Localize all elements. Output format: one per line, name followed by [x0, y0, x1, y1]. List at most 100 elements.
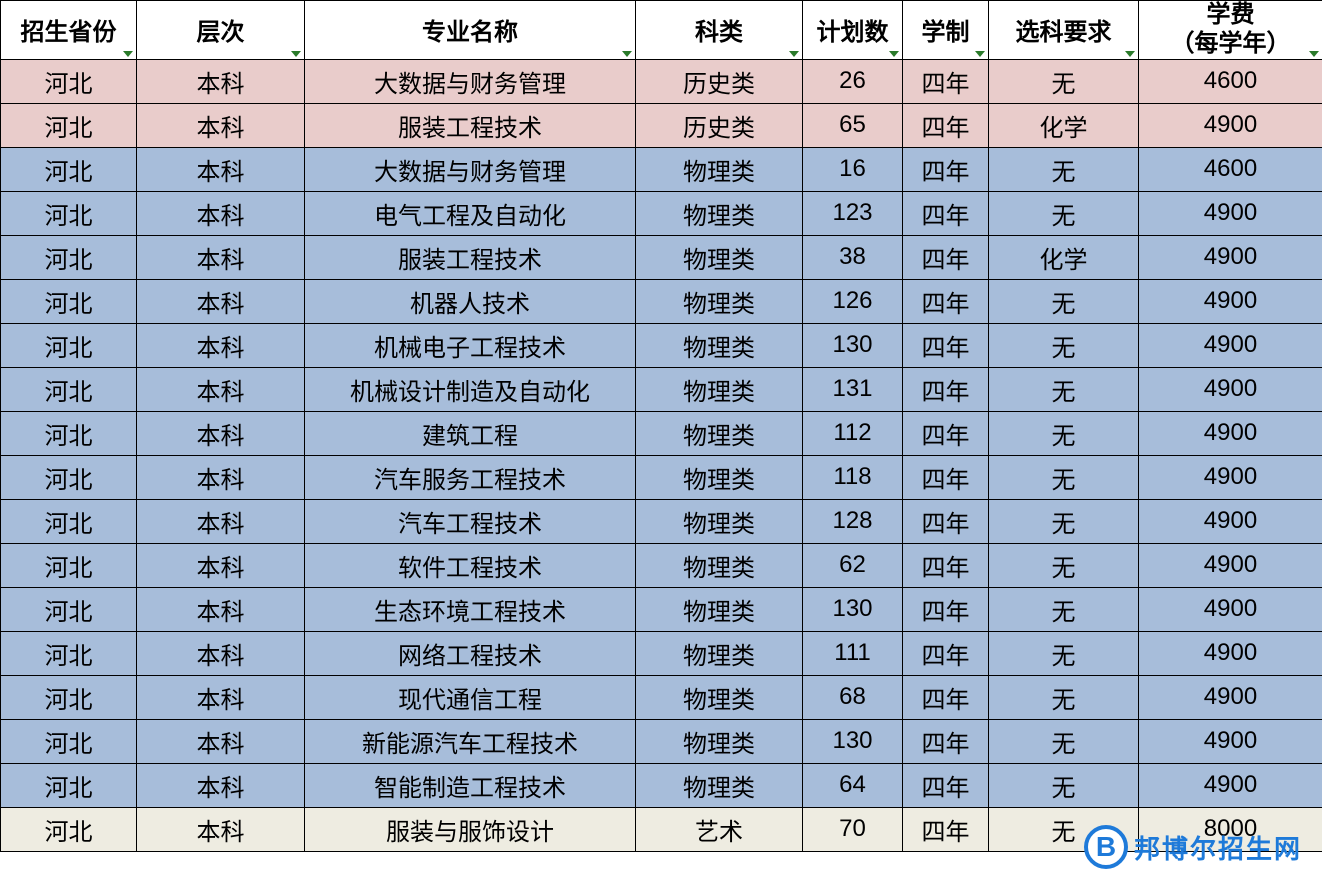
- header-duration[interactable]: 学制: [903, 1, 989, 60]
- cell-level: 本科: [137, 103, 305, 147]
- cell-category: 物理类: [636, 323, 803, 367]
- cell-tuition: 4900: [1139, 455, 1322, 499]
- cell-duration: 四年: [903, 763, 989, 807]
- filter-dropdown-icon[interactable]: [975, 51, 985, 57]
- filter-dropdown-icon[interactable]: [1125, 51, 1135, 57]
- cell-plan: 123: [803, 191, 903, 235]
- cell-province: 河北: [1, 675, 137, 719]
- cell-duration: 四年: [903, 675, 989, 719]
- cell-level: 本科: [137, 719, 305, 763]
- header-province[interactable]: 招生省份: [1, 1, 137, 60]
- cell-category: 物理类: [636, 631, 803, 675]
- cell-category: 物理类: [636, 367, 803, 411]
- cell-tuition: 4900: [1139, 323, 1322, 367]
- cell-tuition: 4900: [1139, 235, 1322, 279]
- cell-tuition: 4900: [1139, 103, 1322, 147]
- cell-level: 本科: [137, 631, 305, 675]
- header-major[interactable]: 专业名称: [305, 1, 636, 60]
- header-label: 科类: [695, 19, 743, 46]
- cell-major: 大数据与财务管理: [305, 59, 636, 103]
- header-label-line: （每学年）: [1139, 30, 1322, 59]
- table-row: 河北本科服装工程技术历史类65四年化学4900: [1, 103, 1322, 147]
- table-row: 河北本科智能制造工程技术物理类64四年无4900: [1, 763, 1322, 807]
- cell-tuition: 4900: [1139, 191, 1322, 235]
- cell-category: 历史类: [636, 103, 803, 147]
- cell-level: 本科: [137, 279, 305, 323]
- cell-plan: 62: [803, 543, 903, 587]
- cell-tuition: 4600: [1139, 147, 1322, 191]
- cell-duration: 四年: [903, 587, 989, 631]
- cell-plan: 130: [803, 719, 903, 763]
- cell-major: 汽车服务工程技术: [305, 455, 636, 499]
- cell-duration: 四年: [903, 411, 989, 455]
- header-tuition[interactable]: 学费（每学年）: [1139, 1, 1322, 60]
- cell-province: 河北: [1, 719, 137, 763]
- filter-dropdown-icon[interactable]: [889, 51, 899, 57]
- cell-category: 物理类: [636, 235, 803, 279]
- table-row: 河北本科机械电子工程技术物理类130四年无4900: [1, 323, 1322, 367]
- cell-major: 机械电子工程技术: [305, 323, 636, 367]
- watermark: B 邦博尔招生网: [1084, 825, 1302, 869]
- cell-plan: 128: [803, 499, 903, 543]
- cell-plan: 64: [803, 763, 903, 807]
- cell-category: 物理类: [636, 675, 803, 719]
- cell-plan: 70: [803, 807, 903, 851]
- cell-duration: 四年: [903, 543, 989, 587]
- cell-plan: 68: [803, 675, 903, 719]
- table-row: 河北本科电气工程及自动化物理类123四年无4900: [1, 191, 1322, 235]
- header-category[interactable]: 科类: [636, 1, 803, 60]
- cell-plan: 130: [803, 323, 903, 367]
- cell-duration: 四年: [903, 367, 989, 411]
- filter-dropdown-icon[interactable]: [789, 51, 799, 57]
- cell-duration: 四年: [903, 279, 989, 323]
- cell-province: 河北: [1, 323, 137, 367]
- cell-requirement: 无: [989, 763, 1139, 807]
- filter-dropdown-icon[interactable]: [291, 51, 301, 57]
- cell-duration: 四年: [903, 323, 989, 367]
- table-row: 河北本科生态环境工程技术物理类130四年无4900: [1, 587, 1322, 631]
- filter-dropdown-icon[interactable]: [622, 51, 632, 57]
- header-row: 招生省份层次专业名称 科类 计划数学制选科要求学费（每学年）: [1, 1, 1322, 60]
- cell-plan: 38: [803, 235, 903, 279]
- cell-major: 服装工程技术: [305, 235, 636, 279]
- cell-requirement: 化学: [989, 103, 1139, 147]
- cell-category: 物理类: [636, 543, 803, 587]
- cell-category: 物理类: [636, 191, 803, 235]
- cell-major: 软件工程技术: [305, 543, 636, 587]
- cell-major: 服装与服饰设计: [305, 807, 636, 851]
- cell-category: 历史类: [636, 59, 803, 103]
- cell-level: 本科: [137, 543, 305, 587]
- header-plan[interactable]: 计划数: [803, 1, 903, 60]
- cell-plan: 16: [803, 147, 903, 191]
- cell-tuition: 4900: [1139, 543, 1322, 587]
- cell-duration: 四年: [903, 807, 989, 851]
- cell-province: 河北: [1, 103, 137, 147]
- header-requirement[interactable]: 选科要求: [989, 1, 1139, 60]
- cell-requirement: 无: [989, 147, 1139, 191]
- cell-plan: 118: [803, 455, 903, 499]
- cell-level: 本科: [137, 191, 305, 235]
- filter-dropdown-icon[interactable]: [123, 51, 133, 57]
- cell-province: 河北: [1, 411, 137, 455]
- cell-requirement: 无: [989, 191, 1139, 235]
- cell-province: 河北: [1, 147, 137, 191]
- table-header: 招生省份层次专业名称 科类 计划数学制选科要求学费（每学年）: [1, 1, 1322, 60]
- table-row: 河北本科汽车工程技术物理类128四年无4900: [1, 499, 1322, 543]
- filter-dropdown-icon[interactable]: [1309, 51, 1319, 57]
- cell-requirement: 无: [989, 499, 1139, 543]
- header-label: 选科要求: [1016, 19, 1112, 46]
- cell-requirement: 无: [989, 411, 1139, 455]
- cell-province: 河北: [1, 279, 137, 323]
- cell-requirement: 无: [989, 543, 1139, 587]
- cell-requirement: 无: [989, 587, 1139, 631]
- cell-requirement: 化学: [989, 235, 1139, 279]
- cell-province: 河北: [1, 367, 137, 411]
- cell-tuition: 4900: [1139, 675, 1322, 719]
- cell-tuition: 4900: [1139, 279, 1322, 323]
- cell-plan: 112: [803, 411, 903, 455]
- table-row: 河北本科服装工程技术物理类38四年化学4900: [1, 235, 1322, 279]
- cell-requirement: 无: [989, 719, 1139, 763]
- cell-plan: 65: [803, 103, 903, 147]
- cell-province: 河北: [1, 763, 137, 807]
- header-level[interactable]: 层次: [137, 1, 305, 60]
